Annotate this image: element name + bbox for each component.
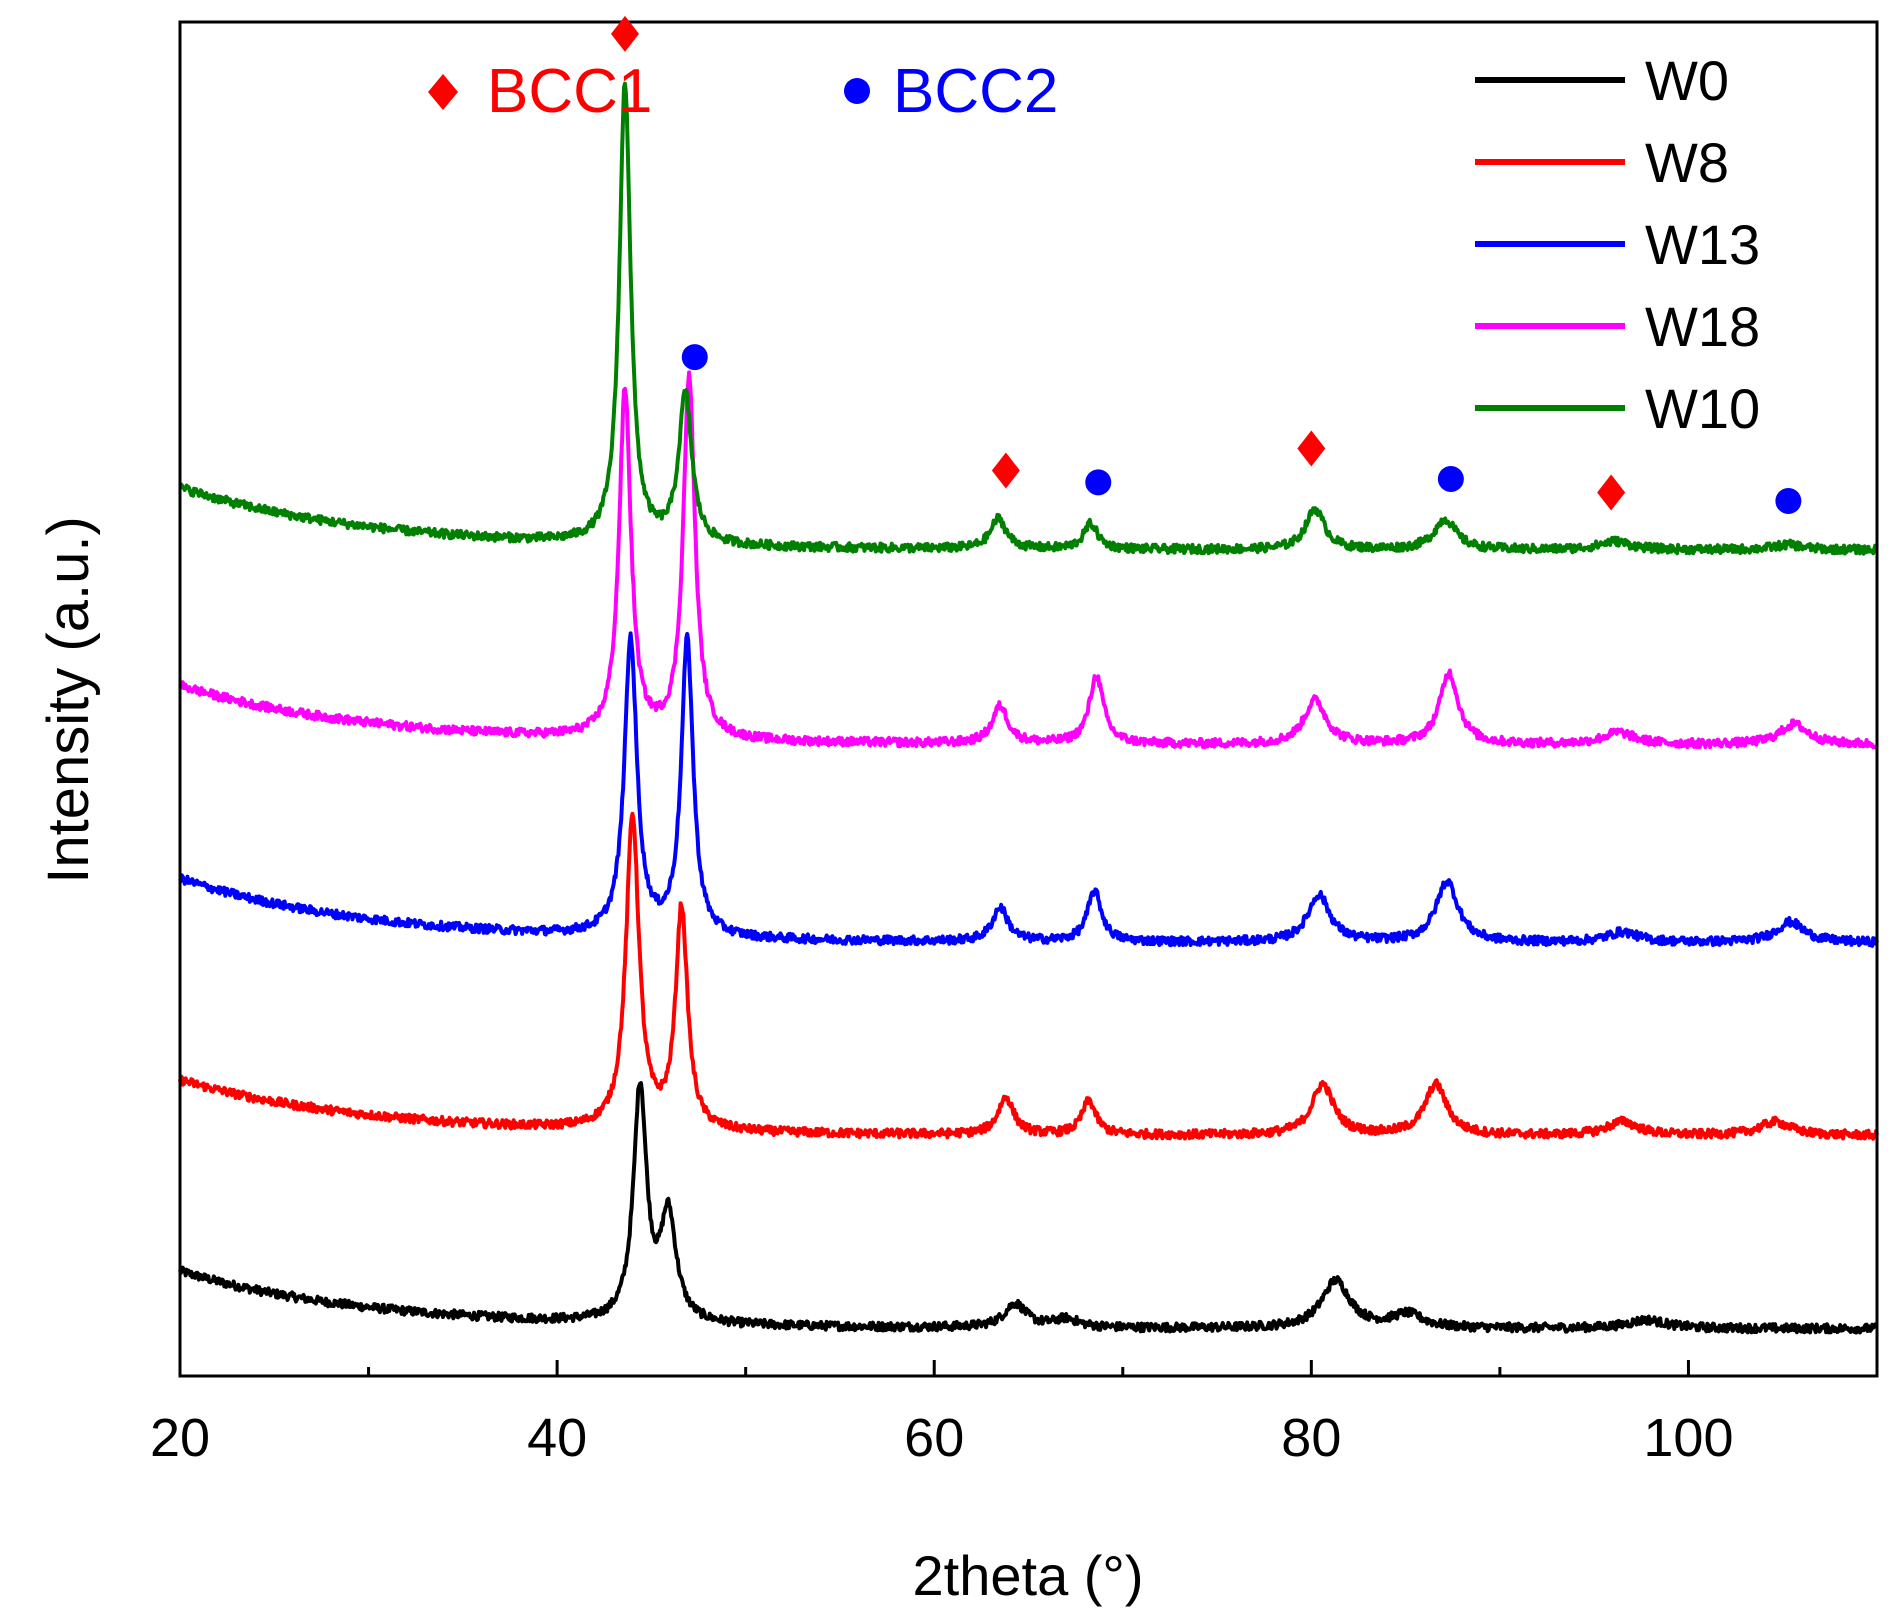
series-line-w0 — [178, 1081, 1879, 1335]
bcc1-peak-marker — [991, 452, 1020, 489]
legend-label-w0: W0 — [1645, 49, 1729, 112]
legend-label-w18: W18 — [1645, 295, 1760, 358]
series-line-w18 — [178, 370, 1879, 750]
series-layer — [178, 81, 1879, 1335]
x-tick-label: 80 — [1281, 1408, 1341, 1468]
bcc1-legend-diamond — [428, 74, 458, 110]
bcc2-peak-marker — [1437, 465, 1464, 492]
x-tick-label: 60 — [904, 1408, 964, 1468]
legend-label-w10: W10 — [1645, 377, 1760, 440]
series-line-w13 — [178, 631, 1879, 948]
x-axis-label: 2theta (°) — [913, 1544, 1144, 1607]
bcc1-peak-marker — [1297, 430, 1326, 467]
series-line-w8 — [178, 811, 1879, 1141]
bcc2-peak-marker — [681, 344, 708, 371]
series-legend: W0 W8 W13 W18 W10 — [1475, 49, 1760, 440]
series-line-w10 — [178, 81, 1879, 556]
legend-label-w13: W13 — [1645, 213, 1760, 276]
x-tick-label: 40 — [527, 1408, 587, 1468]
x-tick-label: 100 — [1643, 1408, 1733, 1468]
x-axis-ticks: 20 40 60 80 100 — [150, 1360, 1733, 1468]
plot-frame — [178, 20, 1879, 1378]
legend-label-w8: W8 — [1645, 131, 1729, 194]
bcc2-peak-marker — [1775, 487, 1802, 514]
x-tick-label: 20 — [150, 1408, 210, 1468]
bcc2-legend-label: BCC2 — [893, 57, 1058, 126]
bcc2-legend-circle — [844, 78, 870, 104]
bcc2-peak-marker — [1085, 469, 1112, 496]
peak-markers — [610, 15, 1802, 514]
y-axis-label: Intensity (a.u.) — [36, 516, 101, 883]
bcc1-peak-marker — [1597, 474, 1626, 511]
phase-legend: BCC1 BCC2 — [428, 57, 1058, 126]
bcc1-legend-label: BCC1 — [487, 57, 652, 126]
bcc1-peak-marker — [610, 15, 639, 52]
